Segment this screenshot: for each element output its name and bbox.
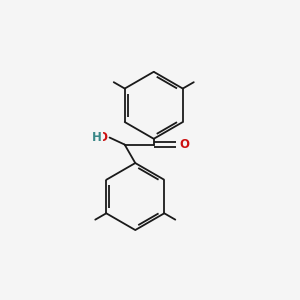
- Text: O: O: [179, 138, 189, 151]
- Text: O: O: [98, 131, 108, 144]
- Text: H: H: [92, 131, 102, 144]
